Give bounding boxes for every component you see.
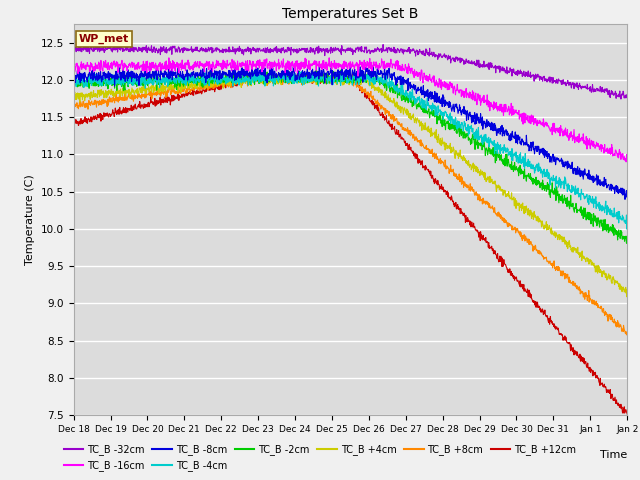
- Y-axis label: Temperature (C): Temperature (C): [25, 174, 35, 265]
- Text: Time: Time: [600, 450, 627, 460]
- Text: WP_met: WP_met: [79, 34, 129, 44]
- Title: Temperatures Set B: Temperatures Set B: [282, 8, 419, 22]
- Legend: TC_B -32cm, TC_B -16cm, TC_B -8cm, TC_B -4cm, TC_B -2cm, TC_B +4cm, TC_B +8cm, T: TC_B -32cm, TC_B -16cm, TC_B -8cm, TC_B …: [60, 441, 580, 475]
